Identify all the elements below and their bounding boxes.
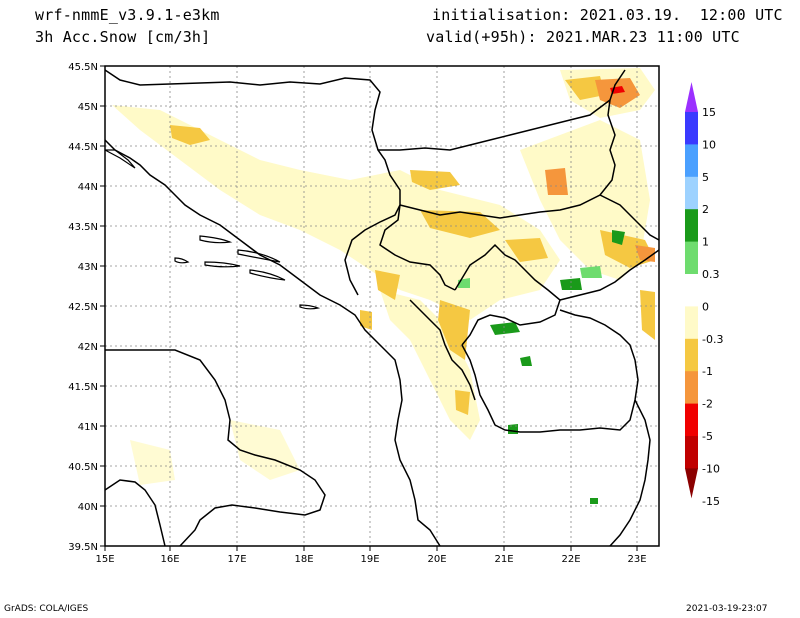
lon-label: 17E xyxy=(227,554,246,565)
field-title: 3h Acc.Snow [cm/3h] xyxy=(35,28,211,46)
colorbar-label: -1 xyxy=(702,365,713,378)
model-title: wrf-nmmE_v3.9.1-e3km xyxy=(35,6,220,24)
axis-ticks xyxy=(100,65,638,551)
colorbar-label: 5 xyxy=(702,171,709,184)
colorbar-label: 1 xyxy=(702,236,709,249)
lat-label: 39.5N xyxy=(68,542,98,553)
colorbar-bottom-arrow xyxy=(685,468,698,499)
lon-label: 18E xyxy=(294,554,313,565)
valid-time: valid(+95h): 2021.MAR.23 11:00 UTC xyxy=(426,28,740,46)
map-graticule xyxy=(105,66,659,546)
lat-label: 41N xyxy=(78,422,98,433)
lat-label: 42N xyxy=(78,342,98,353)
snow-shading xyxy=(112,68,655,504)
colorbar-segment xyxy=(685,338,698,372)
colorbar-segment xyxy=(685,371,698,405)
lat-label: 42.5N xyxy=(68,302,98,313)
footer-timestamp: 2021-03-19-23:07 xyxy=(686,604,768,614)
colorbar-segment xyxy=(685,403,698,437)
colorbar-segment xyxy=(685,306,698,340)
lat-label: 45N xyxy=(78,102,98,113)
lon-label: 22E xyxy=(561,554,580,565)
lon-label: 23E xyxy=(627,554,646,565)
colorbar-label: -10 xyxy=(702,462,720,475)
colorbar-label: -2 xyxy=(702,398,713,411)
lon-label: 20E xyxy=(427,554,446,565)
colorbar-segment xyxy=(685,112,698,145)
colorbar-label: 2 xyxy=(702,203,709,216)
footer-credit: GrADS: COLA/IGES xyxy=(4,604,89,614)
colorbar-segment xyxy=(685,274,698,307)
colorbar-segment xyxy=(685,436,698,469)
colorbar-label: -0.3 xyxy=(702,333,723,346)
colorbar-segment xyxy=(685,176,698,210)
lat-label: 44N xyxy=(78,182,98,193)
lat-label: 44.5N xyxy=(68,142,98,153)
lat-label: 45.5N xyxy=(68,62,98,73)
lat-label: 43N xyxy=(78,262,98,273)
colorbar-label: 0.3 xyxy=(702,268,720,281)
lon-label: 19E xyxy=(360,554,379,565)
colorbar-top-arrow xyxy=(685,82,698,112)
colorbar-label: 0 xyxy=(702,300,709,313)
lon-label: 16E xyxy=(160,554,179,565)
colorbar-segment xyxy=(685,144,698,178)
colorbar-label: 10 xyxy=(702,138,716,151)
lat-label: 43.5N xyxy=(68,222,98,233)
coastlines-borders xyxy=(104,69,660,547)
colorbar-segment xyxy=(685,241,698,275)
colorbar-label: -5 xyxy=(702,430,713,443)
colorbar-label: 15 xyxy=(702,106,716,119)
lat-label: 40.5N xyxy=(68,462,98,473)
lat-label: 40N xyxy=(78,502,98,513)
colorbar-label: -15 xyxy=(702,495,720,508)
init-time: initialisation: 2021.03.19. 12:00 UTC xyxy=(432,6,783,24)
islands xyxy=(104,149,321,310)
lon-label: 15E xyxy=(95,554,114,565)
lat-label: 41.5N xyxy=(68,382,98,393)
colorbar-segment xyxy=(685,209,698,243)
lon-label: 21E xyxy=(494,554,513,565)
